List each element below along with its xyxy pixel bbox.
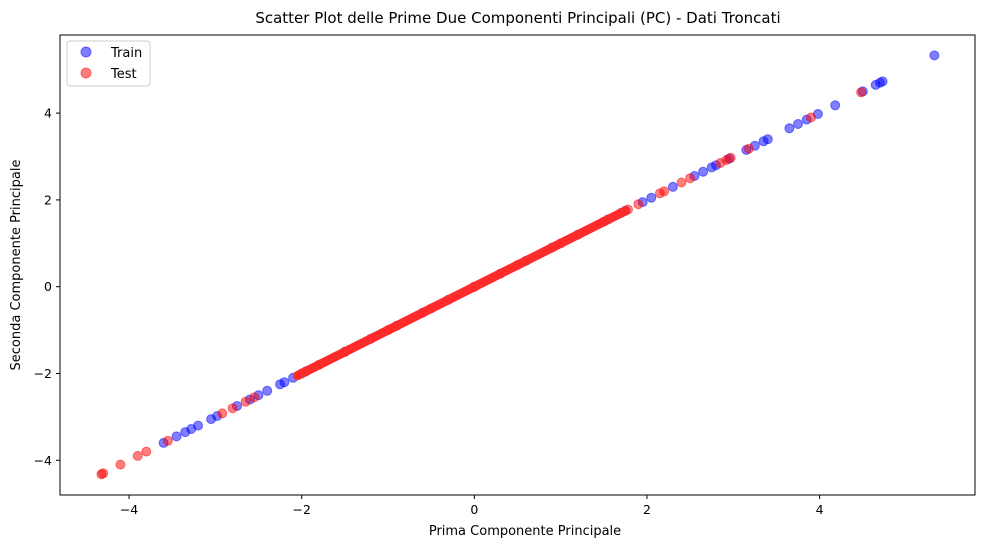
point-test-20	[633, 199, 644, 210]
legend-label-train: Train	[110, 46, 142, 61]
point-test-3	[132, 450, 143, 461]
point-train-48	[877, 76, 888, 87]
point-train-1	[171, 431, 182, 442]
point-test-23	[676, 177, 687, 188]
point-train-49	[929, 50, 940, 61]
point-test-5	[162, 435, 173, 446]
y-tick-label: −2	[34, 366, 52, 381]
point-test-4	[141, 446, 152, 457]
legend: Train Test	[66, 40, 151, 87]
x-tick-label: −4	[120, 502, 138, 517]
point-test-2	[115, 459, 126, 470]
point-test-8	[240, 396, 251, 407]
point-train-10	[262, 385, 273, 396]
point-train-29	[646, 192, 657, 203]
x-axis-title: Prima Componente Principale	[429, 524, 621, 539]
point-train-40	[784, 123, 795, 134]
point-test-27	[725, 152, 736, 163]
point-train-39	[762, 134, 773, 145]
legend-label-test: Test	[110, 67, 137, 82]
y-tick-label: 4	[44, 106, 52, 121]
plot-frame	[59, 34, 976, 496]
y-tick-label: 2	[44, 192, 52, 207]
point-test-30	[856, 87, 867, 98]
points-layer	[96, 50, 940, 480]
x-tick-label: 0	[470, 502, 478, 517]
point-train-41	[793, 119, 803, 129]
point-test-29	[806, 112, 816, 123]
x-tick-label: 2	[643, 502, 651, 517]
y-tick-label: 0	[44, 279, 52, 294]
point-train-44	[830, 100, 841, 111]
legend-marker-train	[80, 46, 92, 58]
chart-title: Scatter Plot delle Prime Due Componenti …	[255, 9, 780, 27]
x-tick-label: −2	[292, 502, 310, 517]
point-train-30	[667, 181, 678, 192]
x-tick-label: 4	[816, 502, 824, 517]
y-axis-title: Seconda Componente Principale	[9, 160, 24, 371]
point-test-6	[217, 408, 228, 419]
legend-marker-test	[80, 67, 92, 79]
point-train-32	[698, 166, 709, 177]
ticks-layer: −4 −2 0 2 4 −4 −2 0 2 4	[34, 106, 824, 517]
point-train-12	[279, 377, 290, 388]
point-test-1	[98, 468, 109, 479]
point-test-22	[659, 186, 670, 197]
point-test-24	[685, 173, 696, 184]
y-tick-label: −4	[34, 453, 52, 468]
dense-points-band	[292, 206, 630, 381]
point-test-9	[249, 392, 260, 403]
point-train-4	[193, 420, 204, 431]
point-test-7	[227, 403, 238, 414]
point-test-28	[743, 143, 754, 154]
